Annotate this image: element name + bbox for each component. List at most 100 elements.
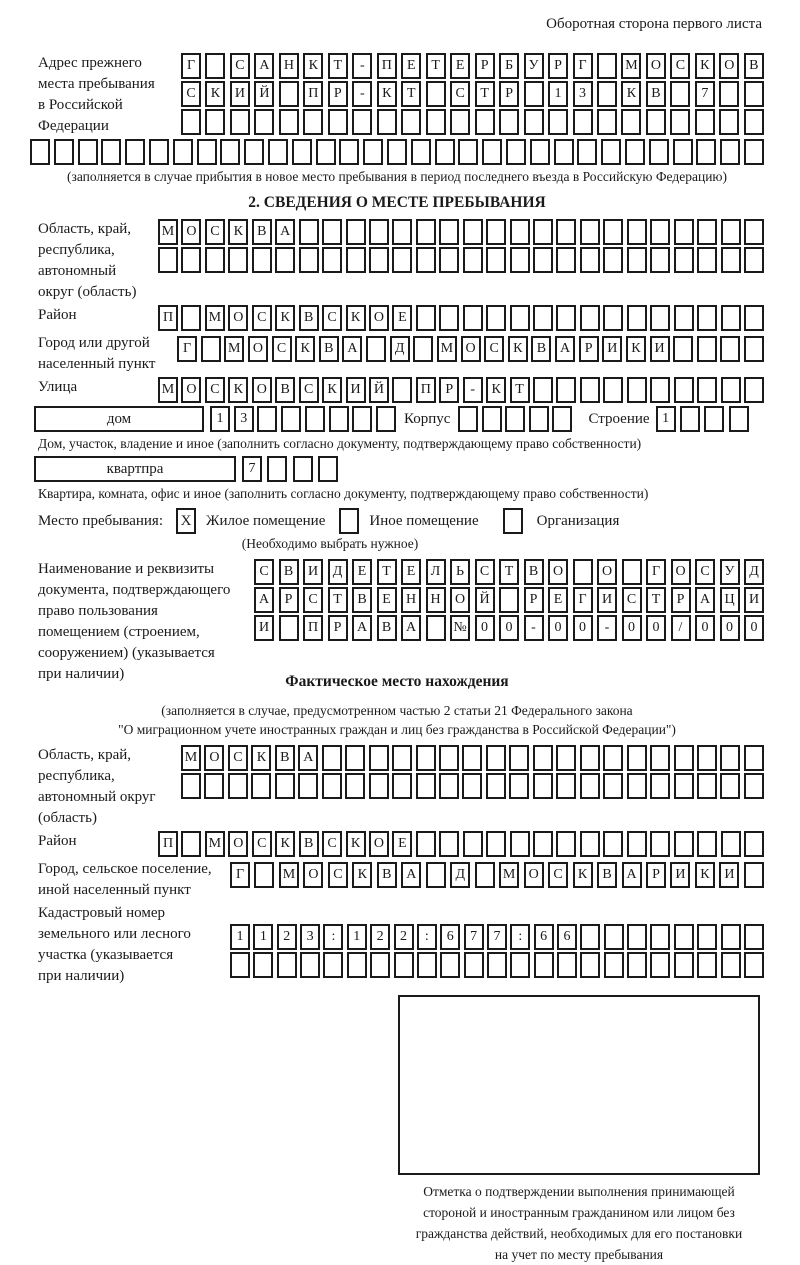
char-cell[interactable]: Е — [401, 559, 421, 585]
char-cell[interactable] — [254, 862, 275, 888]
char-cell[interactable]: : — [510, 924, 531, 950]
char-cell[interactable] — [743, 377, 764, 403]
char-cell[interactable]: И — [670, 862, 691, 888]
char-cell[interactable] — [462, 773, 483, 799]
char-cell[interactable] — [579, 745, 600, 771]
char-cell[interactable] — [696, 139, 717, 165]
char-cell[interactable]: В — [645, 81, 666, 107]
char-cell[interactable] — [278, 615, 299, 641]
char-cell[interactable] — [425, 109, 446, 135]
char-cell[interactable]: Г — [572, 587, 593, 613]
char-cell[interactable]: М — [181, 745, 201, 771]
char-cell[interactable] — [462, 831, 483, 857]
char-cell[interactable]: К — [322, 377, 343, 403]
char-cell[interactable]: - — [597, 615, 617, 641]
char-cell[interactable]: С — [474, 559, 495, 585]
char-cell[interactable]: - — [462, 377, 483, 403]
char-cell[interactable]: 1 — [230, 924, 250, 950]
char-cell[interactable]: В — [274, 745, 295, 771]
char-cell[interactable] — [499, 109, 520, 135]
char-cell[interactable]: К — [352, 862, 373, 888]
char-cell[interactable] — [450, 109, 471, 135]
char-cell[interactable]: О — [204, 745, 225, 771]
char-cell[interactable]: Т — [327, 53, 348, 79]
char-cell[interactable]: В — [376, 615, 397, 641]
char-cell[interactable]: Н — [278, 53, 299, 79]
char-cell[interactable]: И — [744, 587, 764, 613]
char-cell[interactable]: С — [322, 831, 343, 857]
char-cell[interactable]: К — [694, 862, 715, 888]
char-cell[interactable] — [577, 139, 598, 165]
char-cell[interactable]: Р — [439, 377, 460, 403]
char-cell[interactable] — [720, 831, 741, 857]
char-cell[interactable]: С — [229, 53, 250, 79]
char-cell[interactable]: 1 — [210, 406, 230, 432]
char-cell[interactable]: Е — [450, 53, 471, 79]
char-cell[interactable]: С — [251, 305, 272, 331]
char-cell[interactable]: Р — [278, 587, 299, 613]
char-cell[interactable] — [548, 109, 569, 135]
char-cell[interactable] — [523, 81, 544, 107]
char-cell[interactable]: Г — [230, 862, 250, 888]
char-cell[interactable] — [458, 139, 479, 165]
char-cell[interactable]: К — [228, 219, 249, 245]
char-cell[interactable] — [533, 377, 553, 403]
char-cell[interactable]: / — [670, 615, 691, 641]
char-cell[interactable]: 3 — [300, 924, 321, 950]
char-cell[interactable]: 0 — [548, 615, 568, 641]
char-cell[interactable] — [650, 305, 671, 331]
char-cell[interactable] — [509, 773, 530, 799]
char-cell[interactable] — [743, 745, 764, 771]
char-cell[interactable]: Р — [578, 336, 599, 362]
char-cell[interactable] — [679, 406, 700, 432]
char-cell[interactable]: 0 — [646, 615, 666, 641]
char-cell[interactable] — [697, 305, 718, 331]
char-cell[interactable] — [181, 247, 202, 273]
char-cell[interactable] — [101, 139, 122, 165]
char-cell[interactable]: А — [352, 615, 372, 641]
char-cell[interactable]: Е — [392, 831, 413, 857]
char-cell[interactable] — [670, 81, 691, 107]
char-cell[interactable] — [626, 247, 647, 273]
char-cell[interactable]: С — [621, 587, 642, 613]
char-cell[interactable]: Т — [376, 559, 397, 585]
char-cell[interactable] — [645, 109, 666, 135]
char-cell[interactable] — [438, 745, 459, 771]
char-cell[interactable] — [486, 305, 507, 331]
char-cell[interactable] — [482, 139, 503, 165]
char-cell[interactable] — [205, 53, 226, 79]
char-cell[interactable] — [553, 139, 574, 165]
char-cell[interactable]: М — [204, 831, 225, 857]
char-cell[interactable]: О — [719, 53, 740, 79]
char-cell[interactable] — [486, 831, 507, 857]
char-cell[interactable] — [30, 139, 50, 165]
char-cell[interactable] — [425, 81, 446, 107]
char-cell[interactable] — [317, 456, 338, 482]
char-cell[interactable] — [697, 924, 718, 950]
char-cell[interactable]: В — [318, 336, 339, 362]
char-cell[interactable] — [386, 139, 407, 165]
char-cell[interactable] — [415, 773, 436, 799]
char-cell[interactable]: 0 — [572, 615, 593, 641]
char-cell[interactable]: П — [303, 615, 323, 641]
char-cell[interactable] — [352, 109, 373, 135]
char-cell[interactable]: А — [555, 336, 575, 362]
char-cell[interactable] — [275, 247, 296, 273]
char-cell[interactable] — [596, 109, 617, 135]
char-cell[interactable]: В — [597, 862, 618, 888]
char-cell[interactable] — [621, 109, 642, 135]
char-cell[interactable] — [603, 377, 624, 403]
char-cell[interactable]: И — [719, 862, 740, 888]
char-cell[interactable] — [375, 406, 396, 432]
char-cell[interactable]: В — [278, 559, 299, 585]
char-cell[interactable]: 2 — [393, 924, 414, 950]
char-cell[interactable] — [720, 247, 741, 273]
checkbox-inoe[interactable] — [339, 508, 360, 534]
char-cell[interactable] — [510, 952, 531, 978]
char-cell[interactable] — [439, 219, 460, 245]
char-cell[interactable]: Г — [646, 559, 666, 585]
char-cell[interactable]: К — [376, 81, 397, 107]
char-cell[interactable] — [509, 831, 530, 857]
char-cell[interactable]: К — [275, 831, 296, 857]
char-cell[interactable]: К — [507, 336, 528, 362]
